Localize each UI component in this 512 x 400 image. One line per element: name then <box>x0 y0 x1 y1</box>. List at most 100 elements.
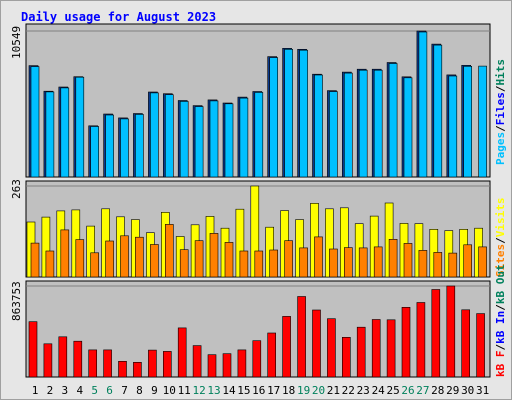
bar-kbf-day-27 <box>416 302 426 378</box>
bar-sites-day-27 <box>418 250 428 278</box>
x-tick-label-day-14: 14 <box>222 384 236 397</box>
bar-pages-day-15 <box>239 97 249 178</box>
legend-kb-f: kB F <box>494 351 507 378</box>
bar-pages-day-25 <box>388 63 398 178</box>
bar-sites-day-25 <box>388 239 398 278</box>
bar-kbf-day-3 <box>58 336 68 378</box>
x-tick-label-day-29: 29 <box>446 384 459 397</box>
bar-pages-day-1 <box>30 66 40 178</box>
bar-pages-day-6 <box>105 114 114 178</box>
bar-sites-day-18 <box>284 240 293 278</box>
legend-traffic: kB F/kB In/kB Out <box>494 264 507 377</box>
bar-pages-day-2 <box>45 91 55 178</box>
bar-sites-day-24 <box>373 246 383 278</box>
bar-sites-day-20 <box>314 236 323 278</box>
bar-sites-day-26 <box>403 243 413 278</box>
x-tick-label-day-7: 7 <box>121 384 128 397</box>
bar-kbf-day-1 <box>28 321 38 378</box>
bar-pages-day-14 <box>224 103 234 178</box>
x-tick-label-day-9: 9 <box>151 384 158 397</box>
x-tick-label-day-30: 30 <box>461 384 474 397</box>
bar-sites-day-2 <box>45 250 55 278</box>
legend-visitors: Sites/Visits <box>494 198 507 278</box>
bar-sites-day-3 <box>60 229 70 278</box>
bar-sites-day-10 <box>165 224 174 278</box>
bar-pages-day-27 <box>418 31 428 178</box>
bar-pages-day-17 <box>269 57 279 178</box>
ymax-label-requests: 10549 <box>10 26 23 59</box>
bar-kbf-day-21 <box>327 318 336 378</box>
x-tick-label-day-16: 16 <box>252 384 265 397</box>
bar-sites-day-17 <box>269 249 279 278</box>
bar-sites-day-15 <box>239 250 249 278</box>
x-tick-label-day-27: 27 <box>416 384 429 397</box>
bar-kbf-day-4 <box>73 340 83 378</box>
bar-pages-day-22 <box>343 72 353 178</box>
bar-kbf-day-14 <box>222 353 232 378</box>
bar-pages-day-12 <box>194 106 204 178</box>
bar-kbf-day-24 <box>371 319 381 378</box>
x-tick-label-day-19: 19 <box>297 384 310 397</box>
bar-pages-day-19 <box>299 49 308 178</box>
bar-pages-day-18 <box>284 48 293 178</box>
bar-pages-day-13 <box>209 100 219 178</box>
x-tick-label-day-25: 25 <box>386 384 399 397</box>
x-tick-label-day-15: 15 <box>237 384 250 397</box>
bar-pages-day-30 <box>463 66 473 178</box>
bar-sites-day-8 <box>135 236 144 278</box>
x-tick-label-day-28: 28 <box>431 384 444 397</box>
bar-kbf-day-7 <box>118 360 127 378</box>
bar-sites-day-12 <box>194 240 204 278</box>
ymax-label-traffic: 863753 <box>10 281 23 321</box>
bar-sites-day-4 <box>75 239 85 278</box>
bar-sites-day-13 <box>209 233 219 278</box>
bar-kbf-day-2 <box>43 343 53 378</box>
legend-requests: Pages/Files/Hits <box>494 59 507 165</box>
bar-kbf-day-12 <box>192 345 202 378</box>
x-tick-label-day-12: 12 <box>192 384 205 397</box>
x-tick-label-day-21: 21 <box>327 384 340 397</box>
bar-sites-day-6 <box>105 240 114 278</box>
bar-kbf-day-6 <box>103 349 112 378</box>
bar-pages-day-28 <box>433 44 443 178</box>
x-tick-label-day-8: 8 <box>136 384 143 397</box>
bar-sites-day-11 <box>179 249 189 278</box>
bar-kbf-day-23 <box>356 326 366 378</box>
x-tick-label-day-20: 20 <box>312 384 325 397</box>
bar-sites-day-1 <box>30 242 40 278</box>
bar-sites-day-31 <box>478 246 487 278</box>
legend-files: Files <box>494 92 507 125</box>
bar-kbf-day-31 <box>476 313 485 378</box>
bar-pages-day-29 <box>448 75 458 178</box>
bar-pages-day-7 <box>120 118 129 178</box>
bar-pages-day-4 <box>75 76 85 178</box>
bar-pages-day-23 <box>358 69 368 178</box>
bar-sites-day-28 <box>433 252 443 278</box>
bar-kbf-day-19 <box>297 296 306 378</box>
x-tick-label-day-31: 31 <box>476 384 489 397</box>
x-tick-label-day-5: 5 <box>91 384 98 397</box>
chart-title: Daily usage for August 2023 <box>21 10 216 24</box>
bar-kbf-day-30 <box>461 309 471 378</box>
bar-sites-day-9 <box>150 244 159 278</box>
x-axis-labels: 1 2 3 4 5 6 7 8 9 10 11 12 13 14 15 16 17 18 19 20 21 22 23 24 2… <box>32 384 490 397</box>
legend-visits: Visits <box>494 198 507 238</box>
x-tick-label-day-3: 3 <box>61 384 68 397</box>
x-tick-label-day-1: 1 <box>32 384 39 397</box>
x-tick-label-day-10: 10 <box>163 384 176 397</box>
bar-kbf-day-11 <box>177 327 187 378</box>
bar-pages-day-20 <box>314 74 323 178</box>
bar-sites-day-19 <box>299 247 308 278</box>
bar-kbf-day-8 <box>133 361 142 378</box>
bar-pages-day-10 <box>165 94 174 178</box>
bar-sites-day-22 <box>343 247 353 278</box>
bar-kbf-day-20 <box>312 309 321 378</box>
bar-sites-day-29 <box>448 252 458 278</box>
bar-kbf-day-29 <box>446 285 456 378</box>
bar-sites-day-14 <box>224 242 234 278</box>
bar-pages-day-5 <box>90 126 99 178</box>
chart-marks <box>26 30 490 378</box>
bar-kbf-day-17 <box>267 332 277 378</box>
x-tick-label-day-13: 13 <box>207 384 220 397</box>
